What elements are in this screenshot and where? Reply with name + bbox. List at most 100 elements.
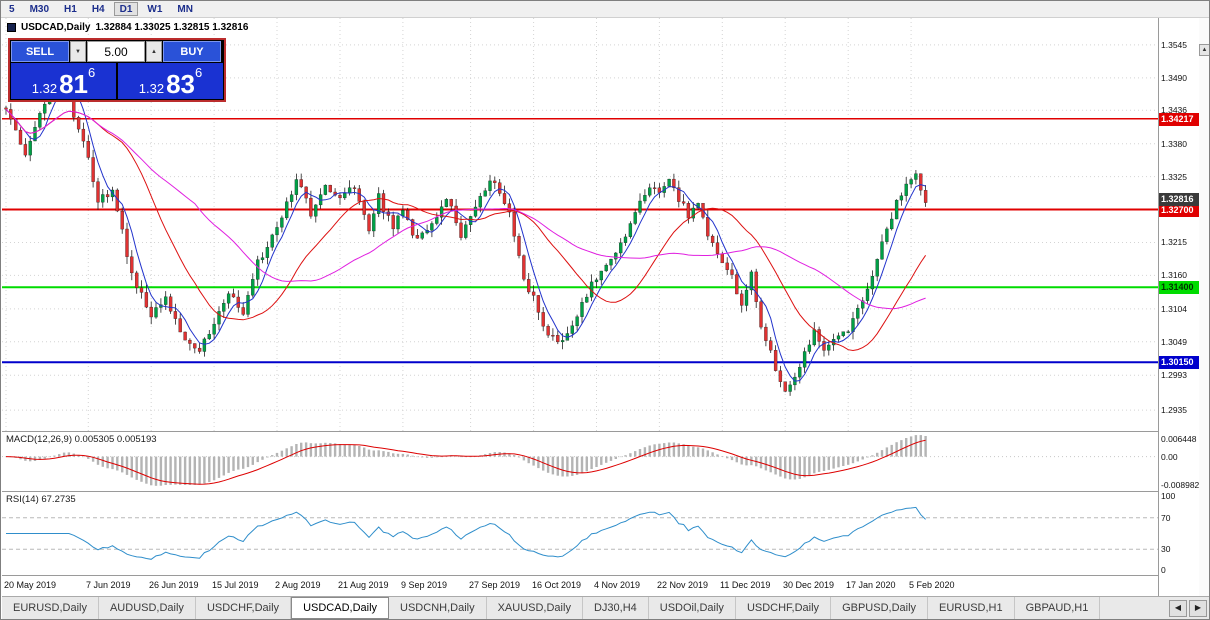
bid-prefix: 1.32 bbox=[31, 81, 58, 96]
timeframe-button-5[interactable]: 5 bbox=[3, 2, 21, 16]
price-tick-label: 1.2993 bbox=[1161, 370, 1187, 380]
axis-badge-1.30150: 1.30150 bbox=[1159, 356, 1199, 369]
rsi-label: RSI(14) 67.2735 bbox=[6, 494, 76, 505]
panel-separator[interactable] bbox=[2, 491, 1209, 492]
timeframe-button-MN[interactable]: MN bbox=[171, 2, 199, 16]
trade-quote-row: 1.32 81 6 1.32 83 6 bbox=[11, 63, 223, 99]
date-tick-label: 9 Sep 2019 bbox=[401, 580, 448, 590]
timeframe-button-D1[interactable]: D1 bbox=[113, 2, 139, 16]
timeframe-button-H1[interactable]: H1 bbox=[58, 2, 83, 16]
tabs-next-button[interactable]: ▶ bbox=[1189, 599, 1207, 617]
price-chart-svg[interactable] bbox=[2, 18, 1158, 431]
date-tick-label: 7 Jun 2019 bbox=[86, 580, 131, 590]
date-tick-label: 15 Jul 2019 bbox=[212, 580, 259, 590]
right-scroll-strip: ▲ bbox=[1199, 18, 1209, 596]
timeframe-button-W1[interactable]: W1 bbox=[141, 2, 168, 16]
axis-badge-1.34217: 1.34217 bbox=[1159, 113, 1199, 126]
scroll-up-button[interactable]: ▲ bbox=[1199, 44, 1209, 56]
date-tick-label: 21 Aug 2019 bbox=[338, 580, 389, 590]
price-tick-label: 1.3545 bbox=[1161, 40, 1187, 50]
chart-title: USDCAD,Daily 1.32884 1.33025 1.32815 1.3… bbox=[7, 22, 248, 33]
sell-button[interactable]: SELL bbox=[11, 41, 69, 62]
rsi-axis-label: 100 bbox=[1161, 491, 1176, 501]
price-tick-label: 1.3215 bbox=[1161, 237, 1187, 247]
date-tick-label: 11 Dec 2019 bbox=[720, 580, 771, 590]
tabs-prev-button[interactable]: ◀ bbox=[1169, 599, 1187, 617]
chart-ohlc-values: 1.32884 1.33025 1.32815 1.32816 bbox=[95, 22, 249, 33]
macd-indicator-panel: MACD(12,26,9) 0.005305 0.005193 bbox=[2, 432, 1158, 491]
price-tick-label: 1.3104 bbox=[1161, 304, 1187, 314]
macd-label: MACD(12,26,9) 0.005305 0.005193 bbox=[6, 434, 157, 445]
timeframe-toolbar: 5 M30 H1 H4 D1 W1 MN bbox=[1, 1, 1209, 18]
macd-axis-label: 0.00 bbox=[1161, 452, 1178, 462]
lot-decrease-button[interactable]: ▼ bbox=[70, 41, 86, 62]
chart-main-column: USDCAD,Daily 1.32884 1.33025 1.32815 1.3… bbox=[2, 18, 1158, 596]
ask-big-digits: 83 bbox=[166, 69, 195, 99]
rsi-axis-label: 0 bbox=[1161, 565, 1166, 575]
chart-tab-XAUUSD-Daily[interactable]: XAUUSD,Daily bbox=[487, 597, 583, 619]
moving-average-5 bbox=[5, 82, 926, 382]
price-axis[interactable]: 1.35451.34901.34361.33801.33251.32701.32… bbox=[1158, 18, 1199, 596]
chart-tab-USDCNH-Daily[interactable]: USDCNH,Daily bbox=[389, 597, 487, 619]
date-tick-label: 4 Nov 2019 bbox=[594, 580, 641, 590]
lot-size-input[interactable] bbox=[87, 41, 145, 62]
axis-badge-1.31400: 1.31400 bbox=[1159, 281, 1199, 294]
timeframe-button-M30[interactable]: M30 bbox=[24, 2, 55, 16]
chart-tab-USDCHF-Daily[interactable]: USDCHF,Daily bbox=[736, 597, 832, 619]
date-tick-label: 27 Sep 2019 bbox=[469, 580, 521, 590]
date-tick-label: 20 May 2019 bbox=[4, 580, 57, 590]
moving-average-40 bbox=[5, 109, 926, 310]
date-tick-label: 30 Dec 2019 bbox=[783, 580, 835, 590]
rsi-indicator-panel: RSI(14) 67.2735 bbox=[2, 492, 1158, 575]
chart-tab-EURUSD-Daily[interactable]: EURUSD,Daily bbox=[2, 597, 99, 619]
lot-increase-button[interactable]: ▲ bbox=[146, 41, 162, 62]
date-tick-label: 2 Aug 2019 bbox=[275, 580, 321, 590]
macd-axis-label: -0.008982 bbox=[1161, 480, 1200, 490]
chart-tab-USDOil-Daily[interactable]: USDOil,Daily bbox=[649, 597, 736, 619]
chart-tab-bar: EURUSD,Daily AUDUSD,Daily USDCHF,Daily USDC… bbox=[2, 596, 1209, 619]
price-chart-panel[interactable]: USDCAD,Daily 1.32884 1.33025 1.32815 1.3… bbox=[2, 18, 1158, 431]
price-tick-label: 1.3160 bbox=[1161, 270, 1187, 280]
axis-badge-1.32700: 1.32700 bbox=[1159, 204, 1199, 217]
chart-region: USDCAD,Daily 1.32884 1.33025 1.32815 1.3… bbox=[2, 18, 1209, 596]
bid-big-digits: 81 bbox=[59, 69, 88, 99]
chart-tab-GBPAUD-H1[interactable]: GBPAUD,H1 bbox=[1015, 597, 1101, 619]
rsi-line bbox=[6, 506, 926, 560]
chart-tab-USDCAD-Daily[interactable]: USDCAD,Daily bbox=[291, 597, 390, 619]
last-price-badge: 1.32816 bbox=[1159, 193, 1199, 206]
macd-signal-line bbox=[5, 439, 926, 485]
bid-quote[interactable]: 1.32 81 6 bbox=[11, 63, 116, 99]
one-click-trading-widget: SELL ▼ ▲ BUY 1.32 81 6 1.32 bbox=[8, 38, 226, 102]
price-tick-label: 1.2935 bbox=[1161, 405, 1187, 415]
date-tick-label: 16 Oct 2019 bbox=[532, 580, 582, 590]
timeframe-button-H4[interactable]: H4 bbox=[86, 2, 111, 16]
price-tick-label: 1.3436 bbox=[1161, 105, 1187, 115]
macd-svg bbox=[2, 435, 1158, 486]
chart-tab-EURUSD-H1[interactable]: EURUSD,H1 bbox=[928, 597, 1015, 619]
ask-prefix: 1.32 bbox=[138, 81, 165, 96]
date-tick-label: 5 Feb 2020 bbox=[909, 580, 955, 590]
tab-scroll-arrows: ◀ ▶ bbox=[1169, 599, 1209, 617]
date-tick-label: 22 Nov 2019 bbox=[657, 580, 709, 590]
chart-tab-USDCHF-Daily[interactable]: USDCHF,Daily bbox=[196, 597, 292, 619]
panel-separator[interactable] bbox=[2, 431, 1209, 432]
moving-average-20 bbox=[5, 109, 927, 352]
price-tick-label: 1.3380 bbox=[1161, 139, 1187, 149]
buy-button[interactable]: BUY bbox=[163, 41, 221, 62]
rsi-axis-label: 30 bbox=[1161, 544, 1171, 554]
macd-axis-label: 0.006448 bbox=[1161, 434, 1197, 444]
date-tick-label: 17 Jan 2020 bbox=[846, 580, 896, 590]
trade-order-row: SELL ▼ ▲ BUY bbox=[11, 41, 223, 62]
chart-window-icon bbox=[7, 23, 16, 32]
macd-histogram bbox=[4, 435, 927, 486]
ask-quote[interactable]: 1.32 83 6 bbox=[118, 63, 223, 99]
chart-tab-AUDUSD-Daily[interactable]: AUDUSD,Daily bbox=[99, 597, 196, 619]
price-tick-label: 1.3049 bbox=[1161, 337, 1187, 347]
chart-tab-DJ30-H4[interactable]: DJ30,H4 bbox=[583, 597, 649, 619]
rsi-axis-label: 70 bbox=[1161, 513, 1171, 523]
chart-tab-GBPUSD-Daily[interactable]: GBPUSD,Daily bbox=[831, 597, 929, 619]
ask-pip-digit: 6 bbox=[195, 65, 203, 80]
panel-separator[interactable] bbox=[2, 575, 1209, 576]
time-axis[interactable]: 20 May 2019 7 Jun 2019 26 Jun 2019 15 Jul 2… bbox=[2, 576, 1158, 596]
